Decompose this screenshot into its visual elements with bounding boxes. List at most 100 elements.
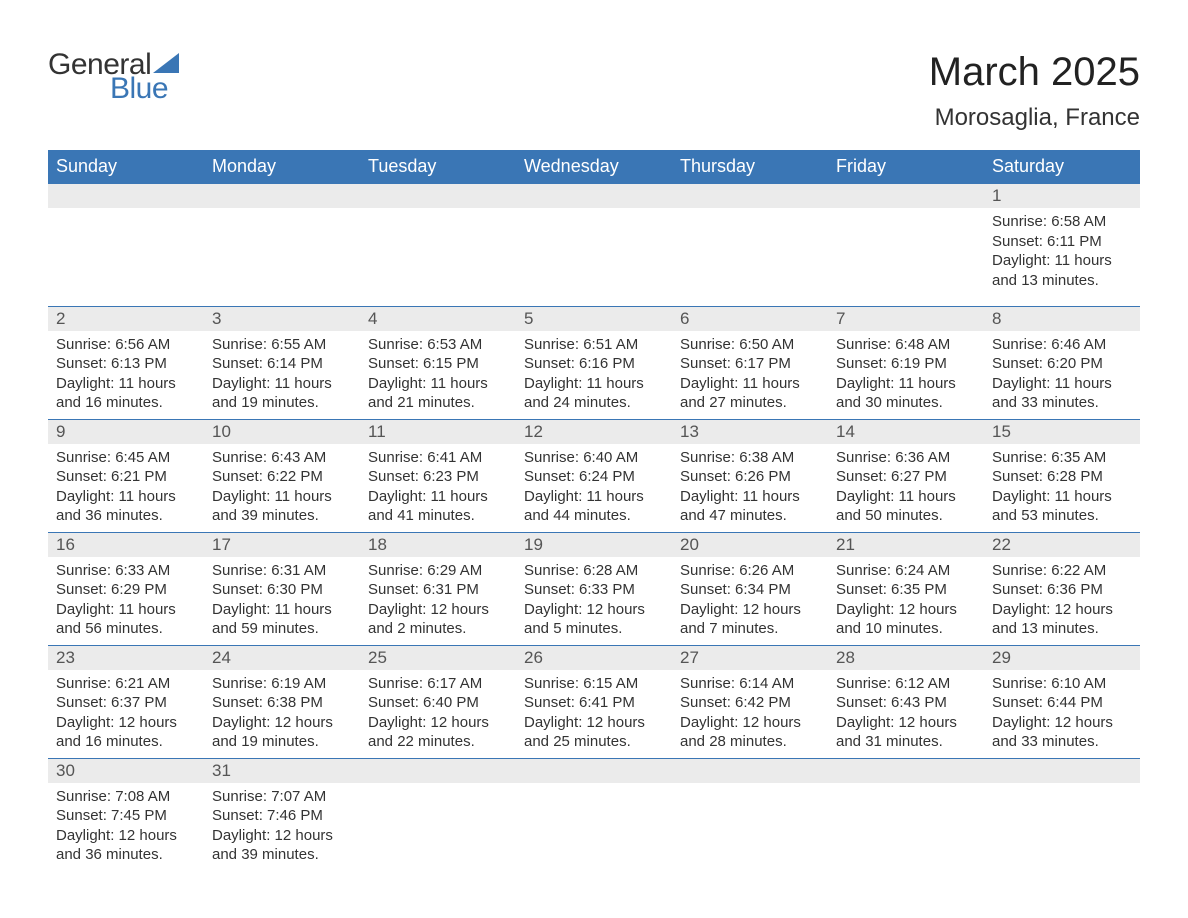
day-cell: [672, 783, 828, 871]
day-cell: [828, 208, 984, 306]
day-number: 30: [48, 758, 204, 783]
day-cell: [204, 208, 360, 306]
day-number: 27: [672, 645, 828, 670]
day-cell: Sunrise: 7:07 AM Sunset: 7:46 PM Dayligh…: [204, 783, 360, 871]
day-number: 25: [360, 645, 516, 670]
day-number: 18: [360, 532, 516, 557]
day-number: 5: [516, 306, 672, 331]
day-cell: Sunrise: 6:46 AM Sunset: 6:20 PM Dayligh…: [984, 331, 1140, 420]
content-row: Sunrise: 6:58 AM Sunset: 6:11 PM Dayligh…: [48, 208, 1140, 306]
logo: General Blue: [48, 50, 179, 104]
day-cell: Sunrise: 6:58 AM Sunset: 6:11 PM Dayligh…: [984, 208, 1140, 306]
day-cell: Sunrise: 6:29 AM Sunset: 6:31 PM Dayligh…: [360, 557, 516, 646]
daynum-row: 23242526272829: [48, 645, 1140, 670]
header-row: General Blue March 2025 Morosaglia, Fran…: [48, 50, 1140, 132]
content-row: Sunrise: 6:56 AM Sunset: 6:13 PM Dayligh…: [48, 331, 1140, 420]
day-cell: Sunrise: 6:50 AM Sunset: 6:17 PM Dayligh…: [672, 331, 828, 420]
day-cell: [984, 783, 1140, 871]
day-number: [672, 184, 828, 209]
day-number: 11: [360, 419, 516, 444]
day-cell: Sunrise: 6:22 AM Sunset: 6:36 PM Dayligh…: [984, 557, 1140, 646]
day-header: Thursday: [672, 150, 828, 184]
day-header: Saturday: [984, 150, 1140, 184]
day-number: [360, 184, 516, 209]
day-number: 22: [984, 532, 1140, 557]
day-number: 4: [360, 306, 516, 331]
day-number: [204, 184, 360, 209]
daynum-row: 16171819202122: [48, 532, 1140, 557]
day-cell: Sunrise: 6:41 AM Sunset: 6:23 PM Dayligh…: [360, 444, 516, 533]
location-label: Morosaglia, France: [929, 104, 1140, 132]
day-number: 26: [516, 645, 672, 670]
day-cell: Sunrise: 6:33 AM Sunset: 6:29 PM Dayligh…: [48, 557, 204, 646]
day-cell: Sunrise: 6:38 AM Sunset: 6:26 PM Dayligh…: [672, 444, 828, 533]
day-cell: Sunrise: 6:26 AM Sunset: 6:34 PM Dayligh…: [672, 557, 828, 646]
content-row: Sunrise: 7:08 AM Sunset: 7:45 PM Dayligh…: [48, 783, 1140, 871]
daynum-row: 1: [48, 184, 1140, 209]
content-row: Sunrise: 6:45 AM Sunset: 6:21 PM Dayligh…: [48, 444, 1140, 533]
day-number: 10: [204, 419, 360, 444]
day-header: Tuesday: [360, 150, 516, 184]
day-cell: Sunrise: 6:28 AM Sunset: 6:33 PM Dayligh…: [516, 557, 672, 646]
logo-word-blue: Blue: [110, 74, 179, 104]
daynum-row: 9101112131415: [48, 419, 1140, 444]
day-cell: Sunrise: 6:35 AM Sunset: 6:28 PM Dayligh…: [984, 444, 1140, 533]
title-block: March 2025 Morosaglia, France: [929, 50, 1140, 132]
day-number: 13: [672, 419, 828, 444]
day-cell: Sunrise: 6:24 AM Sunset: 6:35 PM Dayligh…: [828, 557, 984, 646]
content-row: Sunrise: 6:21 AM Sunset: 6:37 PM Dayligh…: [48, 670, 1140, 759]
day-cell: Sunrise: 6:40 AM Sunset: 6:24 PM Dayligh…: [516, 444, 672, 533]
day-number: 3: [204, 306, 360, 331]
day-number: [516, 184, 672, 209]
day-cell: [828, 783, 984, 871]
day-number: 17: [204, 532, 360, 557]
day-header: Monday: [204, 150, 360, 184]
day-cell: Sunrise: 6:45 AM Sunset: 6:21 PM Dayligh…: [48, 444, 204, 533]
day-number: 29: [984, 645, 1140, 670]
day-number: 8: [984, 306, 1140, 331]
daynum-row: 2345678: [48, 306, 1140, 331]
day-number: 28: [828, 645, 984, 670]
day-number: [48, 184, 204, 209]
day-number: 24: [204, 645, 360, 670]
day-number: [828, 758, 984, 783]
day-number: 31: [204, 758, 360, 783]
day-number: 23: [48, 645, 204, 670]
day-cell: Sunrise: 6:51 AM Sunset: 6:16 PM Dayligh…: [516, 331, 672, 420]
day-number: [360, 758, 516, 783]
daynum-row: 3031: [48, 758, 1140, 783]
day-number: 2: [48, 306, 204, 331]
day-cell: Sunrise: 6:48 AM Sunset: 6:19 PM Dayligh…: [828, 331, 984, 420]
day-number: [828, 184, 984, 209]
day-number: 14: [828, 419, 984, 444]
day-cell: Sunrise: 6:19 AM Sunset: 6:38 PM Dayligh…: [204, 670, 360, 759]
day-cell: [672, 208, 828, 306]
day-cell: Sunrise: 6:12 AM Sunset: 6:43 PM Dayligh…: [828, 670, 984, 759]
day-cell: Sunrise: 6:15 AM Sunset: 6:41 PM Dayligh…: [516, 670, 672, 759]
calendar-page: General Blue March 2025 Morosaglia, Fran…: [0, 0, 1188, 918]
day-cell: Sunrise: 6:55 AM Sunset: 6:14 PM Dayligh…: [204, 331, 360, 420]
day-number: 9: [48, 419, 204, 444]
day-cell: [516, 208, 672, 306]
day-cell: Sunrise: 6:31 AM Sunset: 6:30 PM Dayligh…: [204, 557, 360, 646]
day-header: Sunday: [48, 150, 204, 184]
day-header: Wednesday: [516, 150, 672, 184]
day-number: 20: [672, 532, 828, 557]
day-cell: [516, 783, 672, 871]
day-number: 16: [48, 532, 204, 557]
day-number: [672, 758, 828, 783]
day-number: [516, 758, 672, 783]
day-number: [984, 758, 1140, 783]
month-title: March 2025: [929, 50, 1140, 94]
day-number: 21: [828, 532, 984, 557]
day-cell: [48, 208, 204, 306]
calendar-thead: Sunday Monday Tuesday Wednesday Thursday…: [48, 150, 1140, 184]
day-number: 19: [516, 532, 672, 557]
day-header: Friday: [828, 150, 984, 184]
day-cell: [360, 208, 516, 306]
day-cell: Sunrise: 6:56 AM Sunset: 6:13 PM Dayligh…: [48, 331, 204, 420]
calendar-table: Sunday Monday Tuesday Wednesday Thursday…: [48, 150, 1140, 871]
calendar-body: 1Sunrise: 6:58 AM Sunset: 6:11 PM Daylig…: [48, 184, 1140, 871]
day-cell: Sunrise: 7:08 AM Sunset: 7:45 PM Dayligh…: [48, 783, 204, 871]
day-number: 15: [984, 419, 1140, 444]
